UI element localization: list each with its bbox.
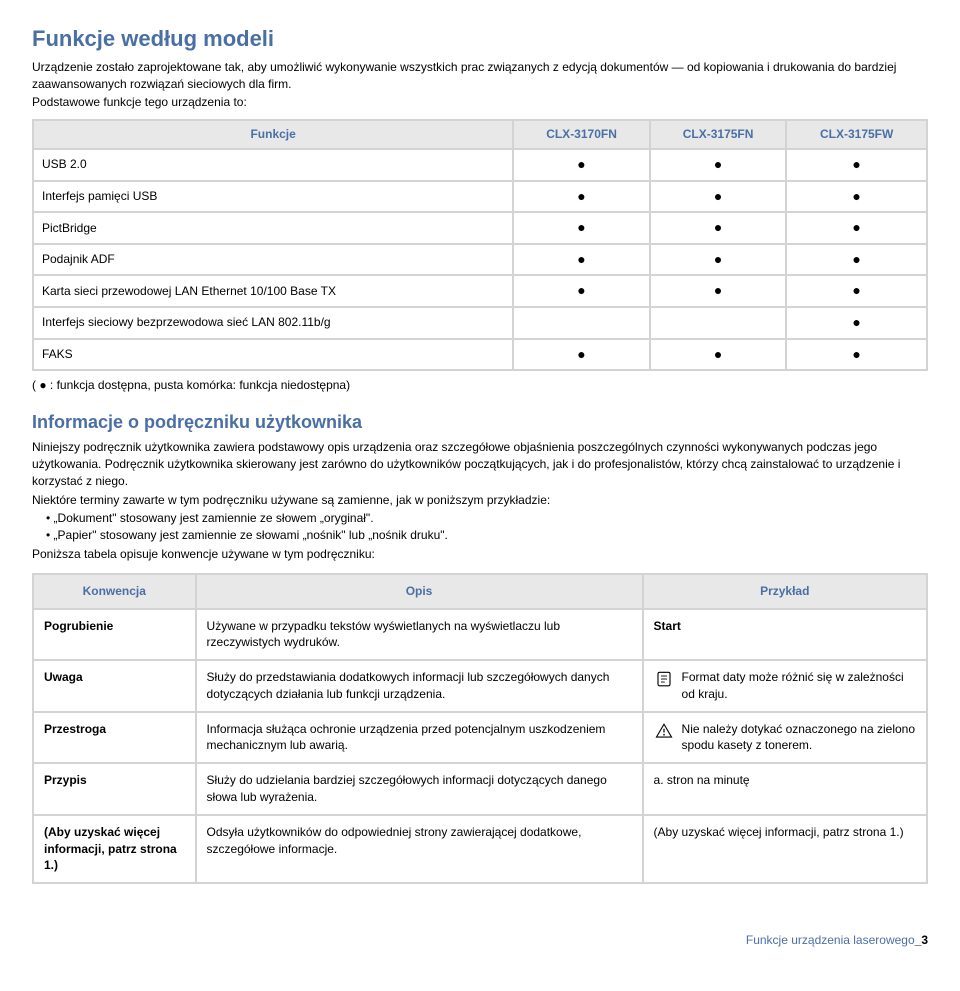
feature-cell: ● — [650, 181, 787, 213]
feature-cell: ● — [786, 275, 927, 307]
convention-example: (Aby uzyskać więcej informacji, patrz st… — [643, 815, 927, 883]
feature-cell: ● — [786, 212, 927, 244]
feature-cell: ● — [650, 149, 787, 181]
intro-paragraph-2: Podstawowe funkcje tego urządzenia to: — [32, 94, 928, 111]
feature-cell — [513, 307, 650, 339]
table-row: PrzestrogaInformacja służąca ochronie ur… — [33, 712, 927, 764]
footer-label: Funkcje urządzenia laserowego — [746, 933, 915, 947]
convention-example: Format daty może różnić się w zależności… — [643, 660, 927, 712]
convention-name: (Aby uzyskać więcej informacji, patrz st… — [33, 815, 196, 883]
table-row: Interfejs sieciowy bezprzewodowa sieć LA… — [33, 307, 927, 339]
feature-cell: ● — [513, 149, 650, 181]
convention-example-text: Start — [654, 618, 681, 635]
intro-paragraph-1: Urządzenie zostało zaprojektowane tak, a… — [32, 59, 928, 93]
feature-cell: ● — [650, 212, 787, 244]
feature-cell: ● — [513, 244, 650, 276]
feature-cell: ● — [513, 212, 650, 244]
bullet-item: „Papier" stosowany jest zamiennie ze sło… — [46, 527, 928, 544]
conventions-header-opis: Opis — [196, 574, 643, 609]
features-header-col2: CLX-3175FN — [650, 120, 787, 149]
features-table: Funkcje CLX-3170FN CLX-3175FN CLX-3175FW… — [32, 119, 928, 371]
convention-description: Służy do udzielania bardziej szczegółowy… — [196, 763, 643, 815]
feature-cell — [650, 307, 787, 339]
note-icon-wrapper — [654, 669, 674, 689]
convention-name: Pogrubienie — [33, 609, 196, 661]
feature-cell: ● — [786, 307, 927, 339]
feature-cell: ● — [786, 244, 927, 276]
convention-example-text: Nie należy dotykać oznaczonego na zielon… — [682, 721, 916, 755]
page-footer: Funkcje urządzenia laserowego_3 — [32, 932, 928, 949]
manual-paragraph-1: Niniejszy podręcznik użytkownika zawiera… — [32, 439, 928, 489]
convention-name: Uwaga — [33, 660, 196, 712]
table-row: Podajnik ADF●●● — [33, 244, 927, 276]
feature-label: FAKS — [33, 339, 513, 371]
features-header-col1: CLX-3170FN — [513, 120, 650, 149]
feature-cell: ● — [513, 181, 650, 213]
table-row: PictBridge●●● — [33, 212, 927, 244]
feature-cell: ● — [786, 149, 927, 181]
conventions-table: Konwencja Opis Przykład PogrubienieUżywa… — [32, 573, 928, 885]
manual-paragraph-3: Poniższa tabela opisuje konwencje używan… — [32, 546, 928, 563]
table-row: Interfejs pamięci USB●●● — [33, 181, 927, 213]
manual-paragraph-2: Niektóre terminy zawarte w tym podręczni… — [32, 492, 928, 509]
feature-label: Karta sieci przewodowej LAN Ethernet 10/… — [33, 275, 513, 307]
warning-icon-wrapper — [654, 721, 674, 741]
section-title-models: Funkcje według modeli — [32, 24, 928, 55]
feature-cell: ● — [786, 339, 927, 371]
conventions-header-przyklad: Przykład — [643, 574, 927, 609]
features-header-row: Funkcje CLX-3170FN CLX-3175FN CLX-3175FW — [33, 120, 927, 149]
convention-example-text: (Aby uzyskać więcej informacji, patrz st… — [654, 824, 904, 841]
convention-description: Używane w przypadku tekstów wyświetlanyc… — [196, 609, 643, 661]
feature-label: Podajnik ADF — [33, 244, 513, 276]
table-row: PrzypisSłuży do udzielania bardziej szcz… — [33, 763, 927, 815]
feature-label: USB 2.0 — [33, 149, 513, 181]
features-header-col3: CLX-3175FW — [786, 120, 927, 149]
section-title-manual-info: Informacje o podręczniku użytkownika — [32, 410, 928, 435]
convention-example: a. stron na minutę — [643, 763, 927, 815]
table-row: UwagaSłuży do przedstawiania dodatkowych… — [33, 660, 927, 712]
warning-icon — [655, 722, 673, 740]
table-row: (Aby uzyskać więcej informacji, patrz st… — [33, 815, 927, 883]
feature-cell: ● — [650, 244, 787, 276]
term-bullet-list: „Dokument" stosowany jest zamiennie ze s… — [46, 510, 928, 544]
feature-label: Interfejs pamięci USB — [33, 181, 513, 213]
feature-cell: ● — [513, 275, 650, 307]
feature-cell: ● — [786, 181, 927, 213]
convention-description: Informacja służąca ochronie urządzenia p… — [196, 712, 643, 764]
bullet-item: „Dokument" stosowany jest zamiennie ze s… — [46, 510, 928, 527]
convention-example: Start — [643, 609, 927, 661]
convention-name: Przestroga — [33, 712, 196, 764]
table-row: USB 2.0●●● — [33, 149, 927, 181]
table-row: PogrubienieUżywane w przypadku tekstów w… — [33, 609, 927, 661]
feature-label: PictBridge — [33, 212, 513, 244]
convention-example-text: Format daty może różnić się w zależności… — [682, 669, 916, 703]
convention-description: Odsyła użytkowników do odpowiedniej stro… — [196, 815, 643, 883]
table-row: Karta sieci przewodowej LAN Ethernet 10/… — [33, 275, 927, 307]
feature-cell: ● — [513, 339, 650, 371]
footer-page-number: _3 — [915, 933, 928, 947]
convention-name: Przypis — [33, 763, 196, 815]
conventions-header-row: Konwencja Opis Przykład — [33, 574, 927, 609]
features-legend: ( ● : funkcja dostępna, pusta komórka: f… — [32, 377, 928, 394]
feature-cell: ● — [650, 275, 787, 307]
convention-example: Nie należy dotykać oznaczonego na zielon… — [643, 712, 927, 764]
convention-description: Służy do przedstawiania dodatkowych info… — [196, 660, 643, 712]
table-row: FAKS●●● — [33, 339, 927, 371]
conventions-header-konwencja: Konwencja — [33, 574, 196, 609]
note-icon — [655, 670, 673, 688]
feature-cell: ● — [650, 339, 787, 371]
convention-example-text: a. stron na minutę — [654, 772, 750, 789]
feature-label: Interfejs sieciowy bezprzewodowa sieć LA… — [33, 307, 513, 339]
features-header-funkcje: Funkcje — [33, 120, 513, 149]
